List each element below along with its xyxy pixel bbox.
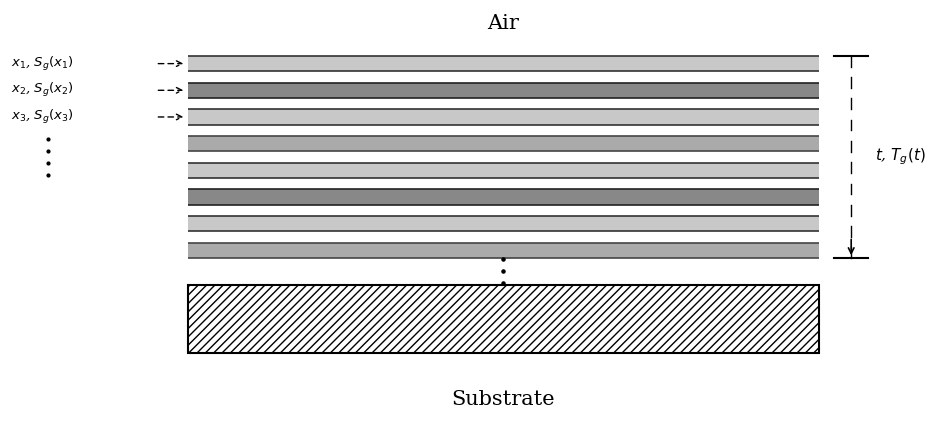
Text: Air: Air (488, 14, 519, 33)
Text: Substrate: Substrate (451, 390, 556, 409)
FancyBboxPatch shape (188, 136, 819, 151)
Text: $x_2$, $S_g(x_2)$: $x_2$, $S_g(x_2)$ (10, 81, 73, 99)
FancyBboxPatch shape (188, 109, 819, 125)
FancyBboxPatch shape (188, 162, 819, 178)
Text: $x_3$, $S_g(x_3)$: $x_3$, $S_g(x_3)$ (10, 108, 73, 126)
FancyBboxPatch shape (188, 83, 819, 98)
Text: $x_1$, $S_g(x_1)$: $x_1$, $S_g(x_1)$ (10, 54, 73, 73)
FancyBboxPatch shape (188, 216, 819, 232)
Text: $t$, $T_g(t)$: $t$, $T_g(t)$ (874, 147, 925, 167)
FancyBboxPatch shape (188, 56, 819, 71)
FancyBboxPatch shape (188, 243, 819, 258)
FancyBboxPatch shape (188, 285, 819, 353)
FancyBboxPatch shape (188, 189, 819, 205)
